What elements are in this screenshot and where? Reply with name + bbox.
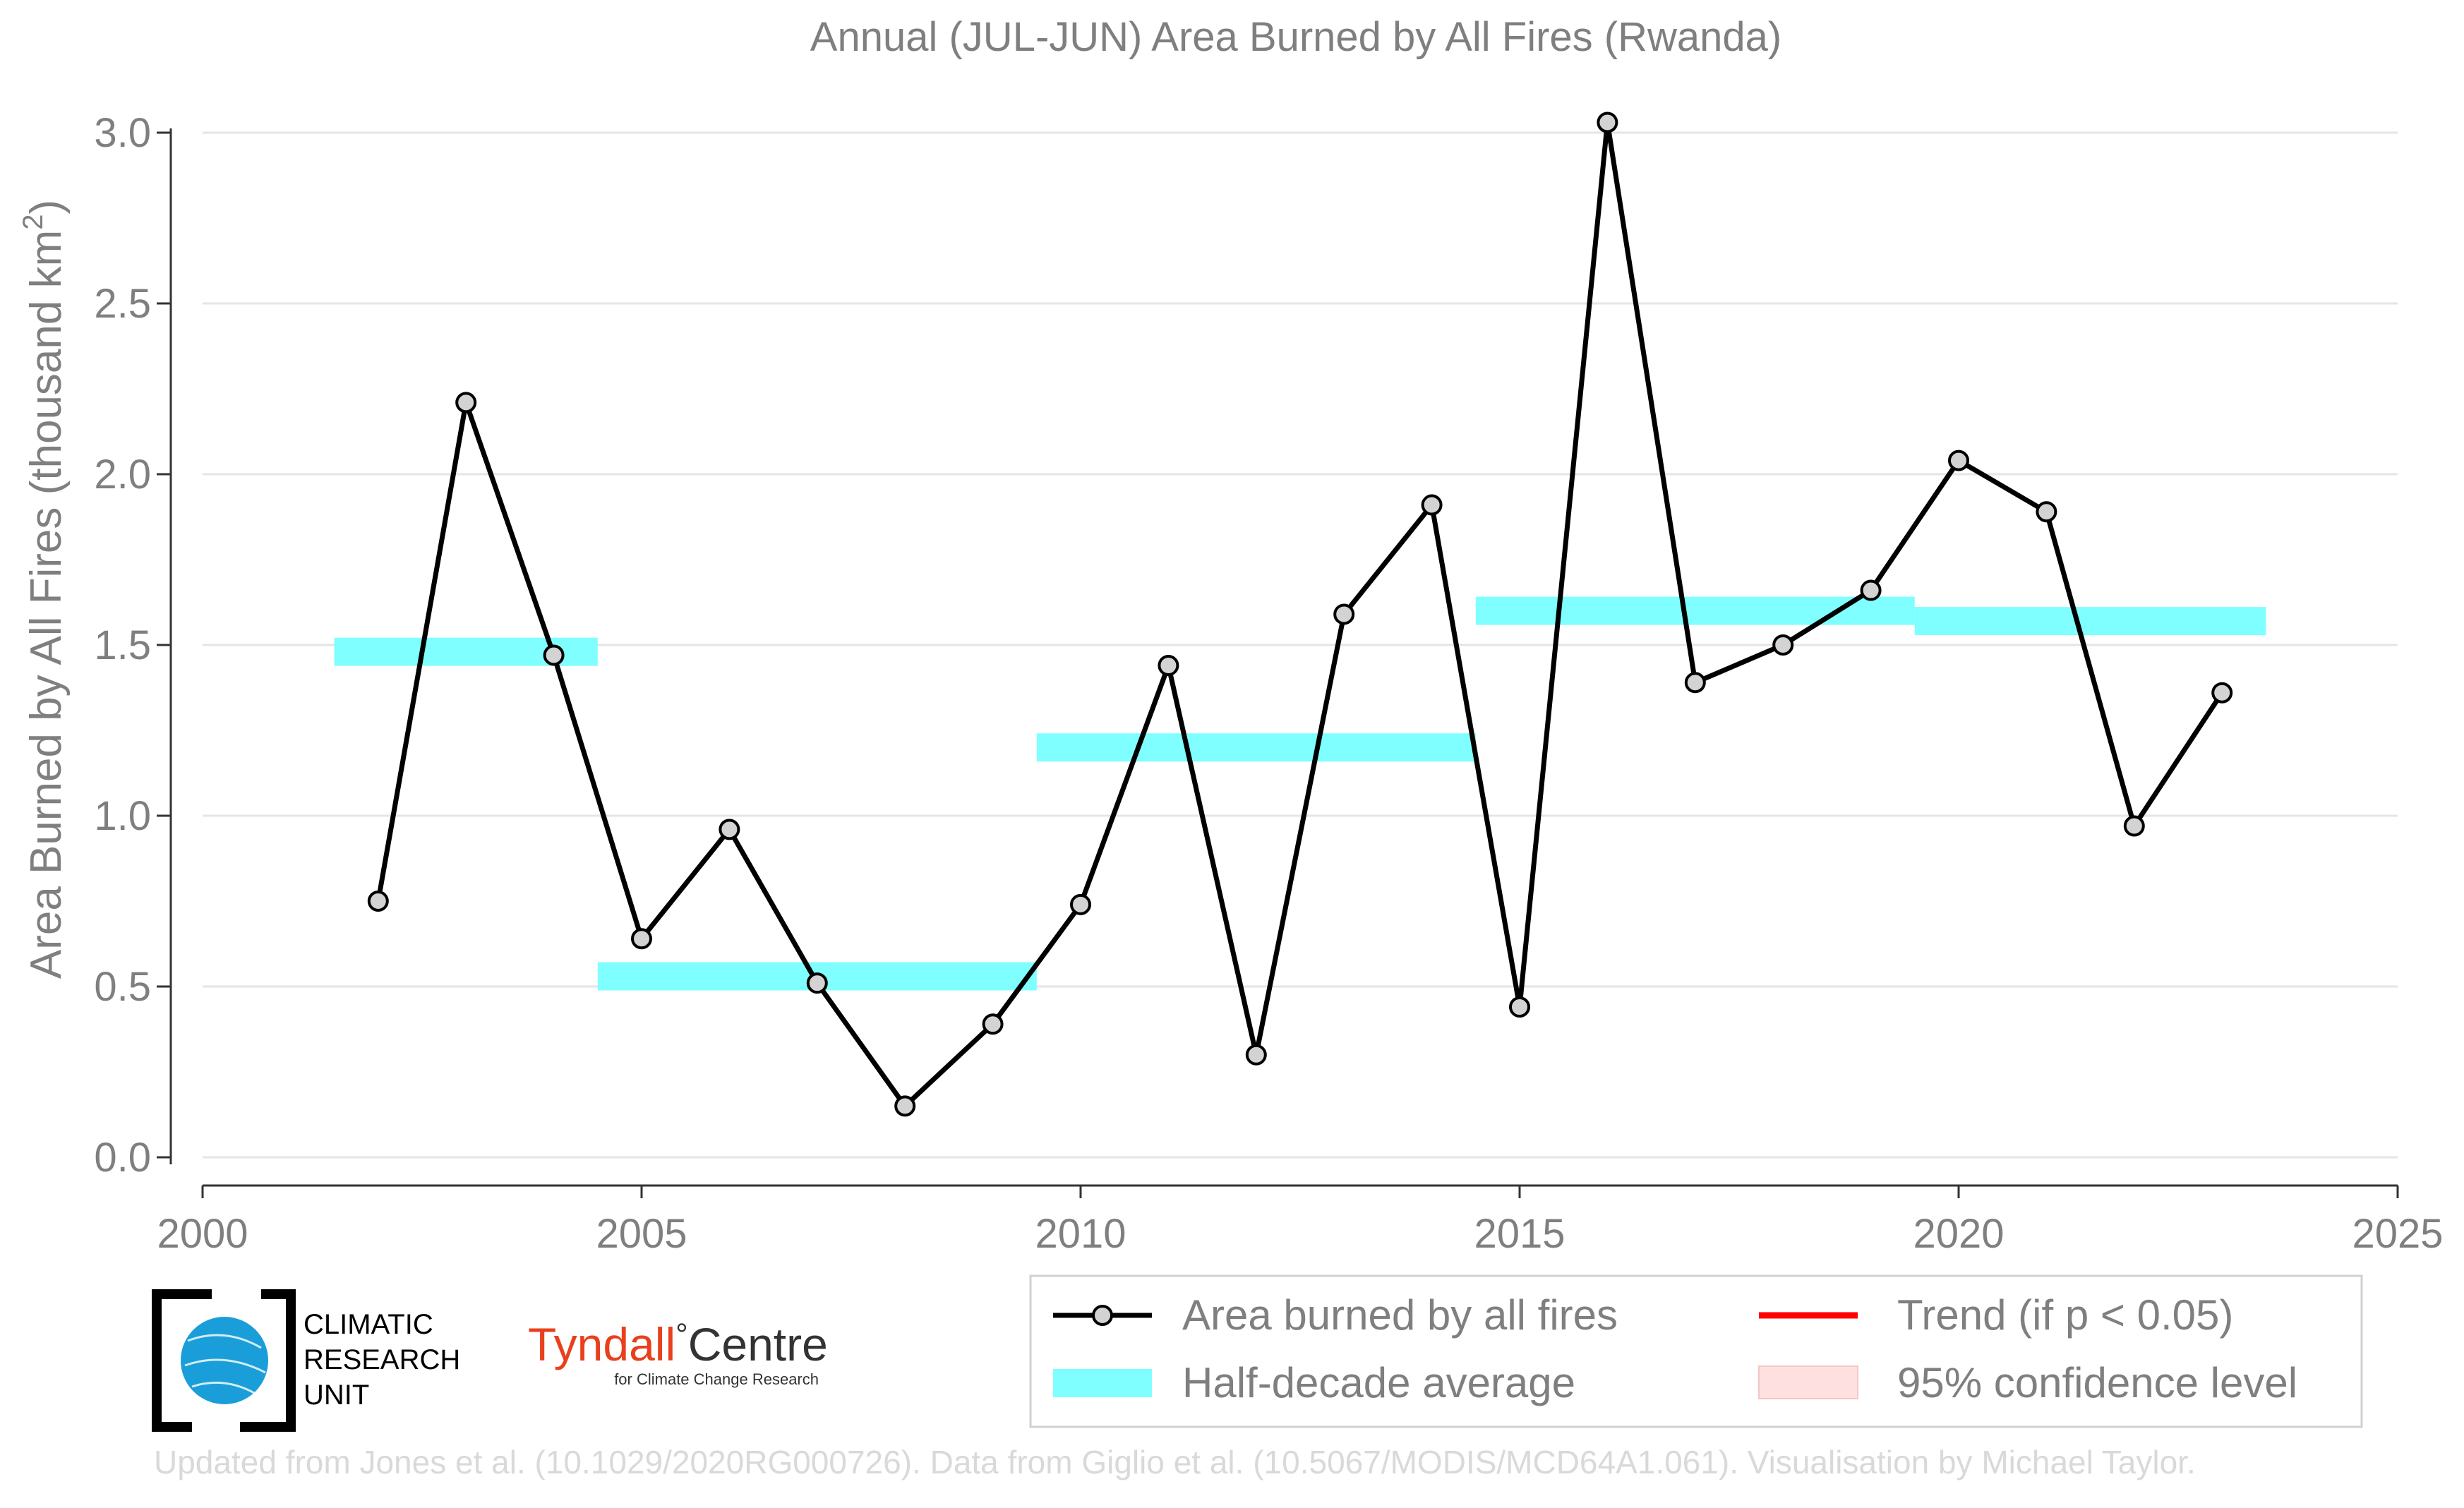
data-point: [1684, 672, 1706, 694]
data-point: [1333, 603, 1355, 625]
y-tick-label: 2.5: [94, 281, 151, 327]
legend-label-trend: Trend (if p < 0.05): [1897, 1291, 2233, 1339]
legend-label-half-decade: Half-decade average: [1182, 1359, 1575, 1406]
data-point: [1860, 579, 1882, 601]
tyndall-logo-name: Tyndall°Centre: [528, 1317, 828, 1370]
data-point: [455, 392, 477, 414]
tyndall-logo: Tyndall°Centre for Climate Change Resear…: [528, 1317, 828, 1388]
y-tick-label: 2.0: [94, 452, 151, 497]
cru-logo-bracket-right: [240, 1289, 296, 1432]
data-point: [543, 644, 565, 666]
chart-title: Annual (JUL-JUN) Area Burned by All Fire…: [810, 14, 1781, 60]
y-tick-label: 1.0: [94, 793, 151, 839]
half-decade-band: [1914, 607, 2266, 636]
y-tick-label: 3.0: [94, 110, 151, 156]
y-tick-label: 0.0: [94, 1135, 151, 1181]
y-axis-label-superscript: 2: [18, 215, 49, 230]
cru-logo-line-3: UNIT: [304, 1380, 369, 1411]
legend-mark-half-decade: [1053, 1369, 1152, 1397]
x-tick-label: 2005: [596, 1211, 687, 1257]
data-point: [719, 819, 740, 840]
legend-frame: [1029, 1274, 2363, 1428]
y-axis-label-suffix: ): [22, 200, 71, 215]
x-tick-label: 2020: [1913, 1211, 2004, 1257]
legend-mark-confidence: [1758, 1365, 1858, 1399]
x-tick-label: 2000: [157, 1211, 248, 1257]
footer-credit: Updated from Jones et al. (10.1029/2020R…: [154, 1444, 2196, 1480]
x-tick-label: 2015: [1474, 1211, 1565, 1257]
data-point: [367, 891, 389, 912]
axes: 0.0 0.5 1.0 1.5 2.0 2.5 3.0 2000 2005 2010 2015 202…: [94, 110, 2443, 1257]
data-point: [1421, 494, 1443, 516]
y-tick-label: 0.5: [94, 964, 151, 1010]
tyndall-logo-name-centre: Centre: [688, 1318, 828, 1370]
data-point: [894, 1095, 916, 1117]
half-decade-bands: [334, 596, 2266, 991]
half-decade-band: [1475, 596, 1915, 625]
cru-logo-line-1: CLIMATIC: [304, 1309, 433, 1340]
series-line: [375, 119, 2225, 1109]
tyndall-logo-degree: °: [675, 1317, 688, 1352]
data-point: [1070, 893, 1091, 915]
series-area-burned: [367, 111, 2233, 1117]
x-tick-label: 2025: [2352, 1211, 2443, 1257]
data-point: [806, 972, 828, 994]
legend-label-area-burned: Area burned by all fires: [1182, 1291, 1618, 1339]
data-point: [2036, 501, 2057, 523]
data-point: [982, 1013, 1004, 1035]
data-point: [631, 928, 652, 950]
x-tick-label: 2010: [1035, 1211, 1126, 1257]
data-point: [1772, 634, 1794, 656]
y-tick-label: 1.5: [94, 622, 151, 668]
legend: Area burned by all fires Trend (if p < 0…: [1029, 1274, 2363, 1428]
data-point: [2211, 682, 2233, 704]
data-point: [1597, 111, 1618, 133]
legend-mark-area-burned-point: [1092, 1305, 1113, 1326]
data-point: [1509, 996, 1530, 1018]
tyndall-logo-subtitle: for Climate Change Research: [614, 1370, 819, 1388]
data-point: [1948, 450, 1969, 471]
legend-marks: [1053, 1305, 1858, 1399]
y-axis-label-main: Area Burned by All Fires (thousand km: [22, 230, 71, 979]
globe-lines-icon: [184, 1334, 266, 1395]
cru-logo: CLIMATIC RESEARCH UNIT: [152, 1289, 460, 1432]
legend-label-confidence: 95% confidence level: [1897, 1359, 2297, 1406]
data-point: [1245, 1044, 1267, 1066]
cru-logo-bracket-left: [152, 1289, 212, 1432]
half-decade-band: [1036, 733, 1476, 762]
data-point: [1158, 655, 1179, 677]
y-axis-label: Area Burned by All Fires (thousand km2): [18, 200, 71, 979]
tyndall-logo-name-main: Tyndall: [528, 1318, 675, 1370]
data-point: [2123, 815, 2145, 837]
cru-logo-line-2: RESEARCH: [304, 1344, 460, 1375]
